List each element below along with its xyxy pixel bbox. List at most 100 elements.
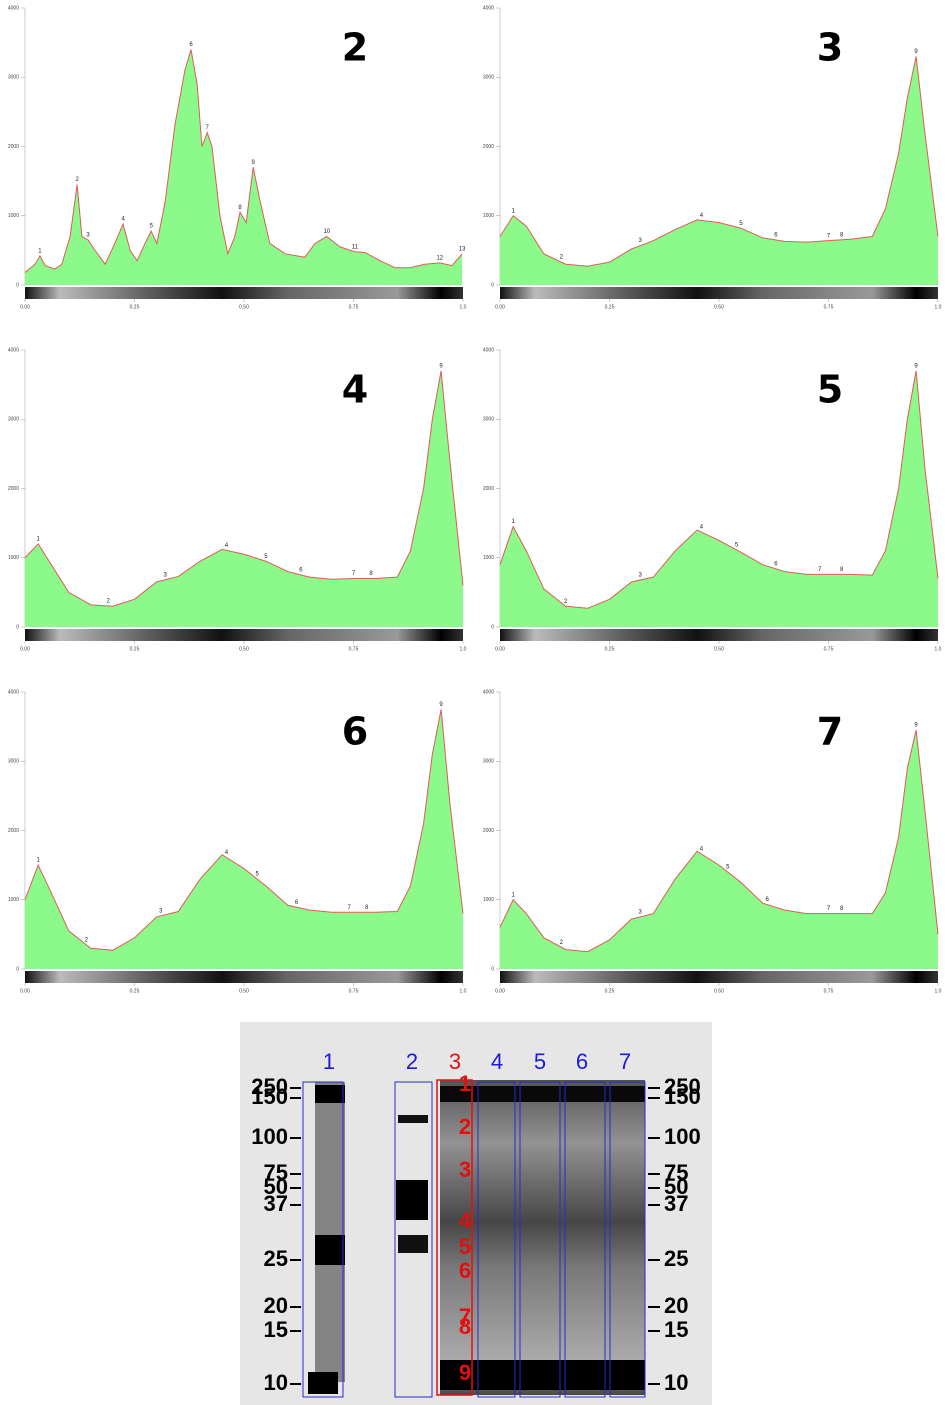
marker-label-left: 150 — [251, 1084, 288, 1109]
marker-label-right: 37 — [664, 1191, 688, 1216]
y-tick-label: 3000 — [483, 75, 494, 81]
panel-title: 5 — [817, 368, 843, 412]
area — [25, 371, 463, 627]
band-label: 6 — [459, 1258, 471, 1283]
marker-label-right: 150 — [664, 1084, 701, 1109]
peak-label: 8 — [840, 567, 844, 573]
peak-label: 5 — [264, 554, 268, 560]
x-tick-label: 0.75 — [824, 646, 834, 652]
peak-label: 1 — [36, 536, 40, 542]
marker-label-right: 15 — [664, 1317, 688, 1342]
lane-label: 6 — [576, 1049, 588, 1074]
lane-label: 5 — [534, 1049, 546, 1074]
peak-label: 7 — [818, 567, 822, 573]
lane-strip — [25, 629, 463, 641]
x-tick-label: 0.25 — [130, 646, 140, 652]
x-tick-label: 0.75 — [824, 304, 834, 310]
lane-label: 7 — [619, 1049, 631, 1074]
area — [500, 371, 938, 627]
x-tick-label: 0.50 — [239, 988, 249, 994]
y-tick-label: 4000 — [483, 689, 494, 695]
y-tick-label: 0 — [16, 282, 19, 288]
marker-label-right: 100 — [664, 1124, 701, 1149]
y-tick-label: 4000 — [8, 347, 19, 353]
x-tick-label: 0.75 — [824, 988, 834, 994]
peak-label: 5 — [149, 224, 153, 230]
marker-label-left: 100 — [251, 1124, 288, 1149]
x-tick-label: 0.50 — [714, 646, 724, 652]
band-label: 2 — [459, 1114, 471, 1139]
lane-strip — [25, 287, 463, 299]
y-tick-label: 1000 — [483, 897, 494, 903]
band-label: 5 — [459, 1234, 471, 1259]
peak-label: 6 — [295, 900, 299, 906]
gel-band — [396, 1180, 428, 1220]
y-tick-label: 2000 — [8, 144, 19, 150]
peak-label: 8 — [365, 905, 369, 911]
peak-label: 10 — [323, 229, 330, 235]
gel-band — [315, 1085, 345, 1103]
panel-title: 3 — [817, 26, 843, 70]
area — [25, 709, 463, 969]
peak-label: 7 — [206, 125, 210, 131]
x-tick-label: 0.75 — [349, 304, 359, 310]
lane-strip — [500, 287, 938, 299]
y-tick-label: 3000 — [483, 417, 494, 423]
peak-label: 4 — [700, 213, 704, 219]
y-tick-label: 2000 — [8, 486, 19, 492]
area — [500, 56, 938, 285]
marker-label-left: 10 — [264, 1370, 288, 1395]
peak-label: 8 — [840, 232, 844, 238]
y-tick-label: 4000 — [8, 5, 19, 11]
gel-band — [398, 1115, 428, 1123]
peak-label: 3 — [638, 910, 642, 916]
peak-label: 4 — [225, 850, 229, 856]
peak-label: 1 — [511, 208, 515, 214]
x-tick-label: 1.0 — [935, 304, 942, 310]
x-tick-label: 0.00 — [20, 646, 30, 652]
gel-band — [308, 1372, 338, 1394]
peak-label: 7 — [347, 905, 351, 911]
peak-label: 2 — [107, 599, 111, 605]
panel-title: 2 — [342, 26, 368, 70]
lane-strip — [25, 971, 463, 983]
x-tick-label: 0.25 — [605, 988, 615, 994]
peak-label: 6 — [774, 233, 778, 239]
peak-label: 1 — [511, 892, 515, 898]
panel-title: 4 — [342, 368, 368, 412]
y-tick-label: 3000 — [8, 759, 19, 765]
peak-label: 11 — [352, 244, 359, 250]
y-tick-label: 0 — [491, 966, 494, 972]
peak-label: 5 — [735, 542, 739, 548]
x-tick-label: 1.0 — [935, 646, 942, 652]
x-tick-label: 0.75 — [349, 646, 359, 652]
peak-label: 2 — [75, 177, 79, 183]
area — [25, 50, 462, 285]
y-tick-label: 4000 — [483, 347, 494, 353]
peak-label: 7 — [827, 906, 831, 912]
peak-label: 4 — [121, 217, 125, 223]
y-tick-label: 1000 — [8, 897, 19, 903]
x-tick-label: 0.25 — [130, 988, 140, 994]
band-label: 9 — [459, 1360, 471, 1385]
marker-label-right: 20 — [664, 1293, 688, 1318]
figure: 1234567250250150150100100757550503737252… — [0, 0, 945, 1405]
lane-label: 2 — [406, 1049, 418, 1074]
peak-label: 13 — [459, 246, 466, 252]
peak-label: 8 — [369, 571, 373, 577]
peak-label: 3 — [86, 233, 90, 239]
peak-label: 3 — [638, 573, 642, 579]
peak-label: 1 — [511, 519, 515, 525]
y-tick-label: 1000 — [8, 555, 19, 561]
peak-label: 6 — [299, 568, 303, 574]
y-tick-label: 4000 — [8, 689, 19, 695]
x-tick-label: 0.25 — [130, 304, 140, 310]
x-tick-label: 0.75 — [349, 988, 359, 994]
peak-label: 5 — [726, 865, 730, 871]
x-tick-label: 0.50 — [714, 988, 724, 994]
y-tick-label: 0 — [16, 966, 19, 972]
peak-label: 8 — [840, 906, 844, 912]
x-tick-label: 0.25 — [605, 304, 615, 310]
x-tick-label: 0.50 — [239, 646, 249, 652]
